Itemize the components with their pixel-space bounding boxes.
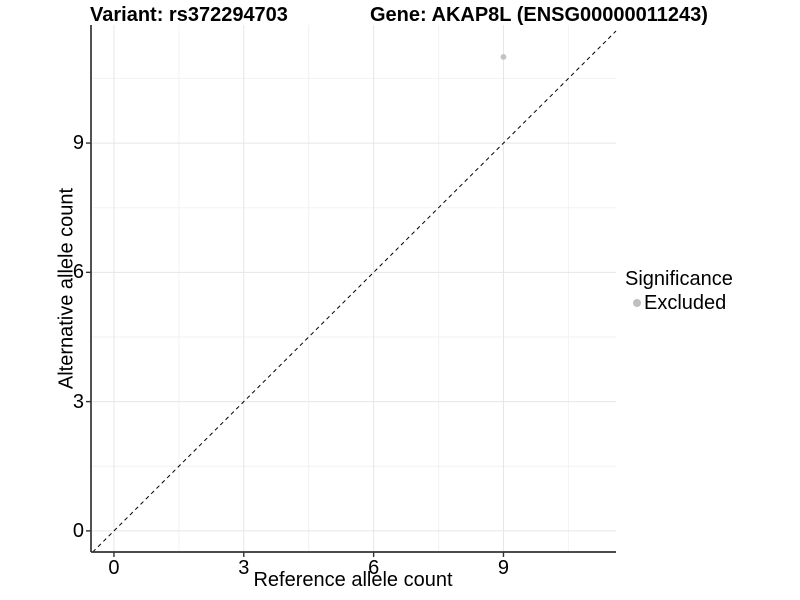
x-tick-label: 0: [108, 557, 120, 579]
x-axis-title: Reference allele count: [253, 569, 453, 591]
y-tick-label: 6: [72, 261, 84, 284]
x-tick-label: 9: [497, 557, 510, 579]
identity-line: [92, 30, 617, 553]
gene-title: Gene: AKAP8L (ENSG00000011243): [370, 4, 708, 26]
y-tick-label: 0: [72, 519, 84, 542]
variant-title: Variant: rs372294703: [90, 4, 288, 26]
legend: Significance Excluded: [625, 267, 733, 315]
y-tick-label: 3: [72, 390, 84, 413]
legend-entry-label: Excluded: [644, 291, 727, 314]
legend-entry-excluded: Excluded: [625, 291, 733, 315]
x-tick-label: 3: [238, 557, 250, 579]
data-point: [500, 53, 507, 60]
x-tick-label: 6: [368, 557, 380, 579]
legend-title: Significance: [625, 268, 733, 290]
y-tick-label: 9: [72, 132, 84, 155]
excluded-point-icon: [633, 299, 641, 307]
